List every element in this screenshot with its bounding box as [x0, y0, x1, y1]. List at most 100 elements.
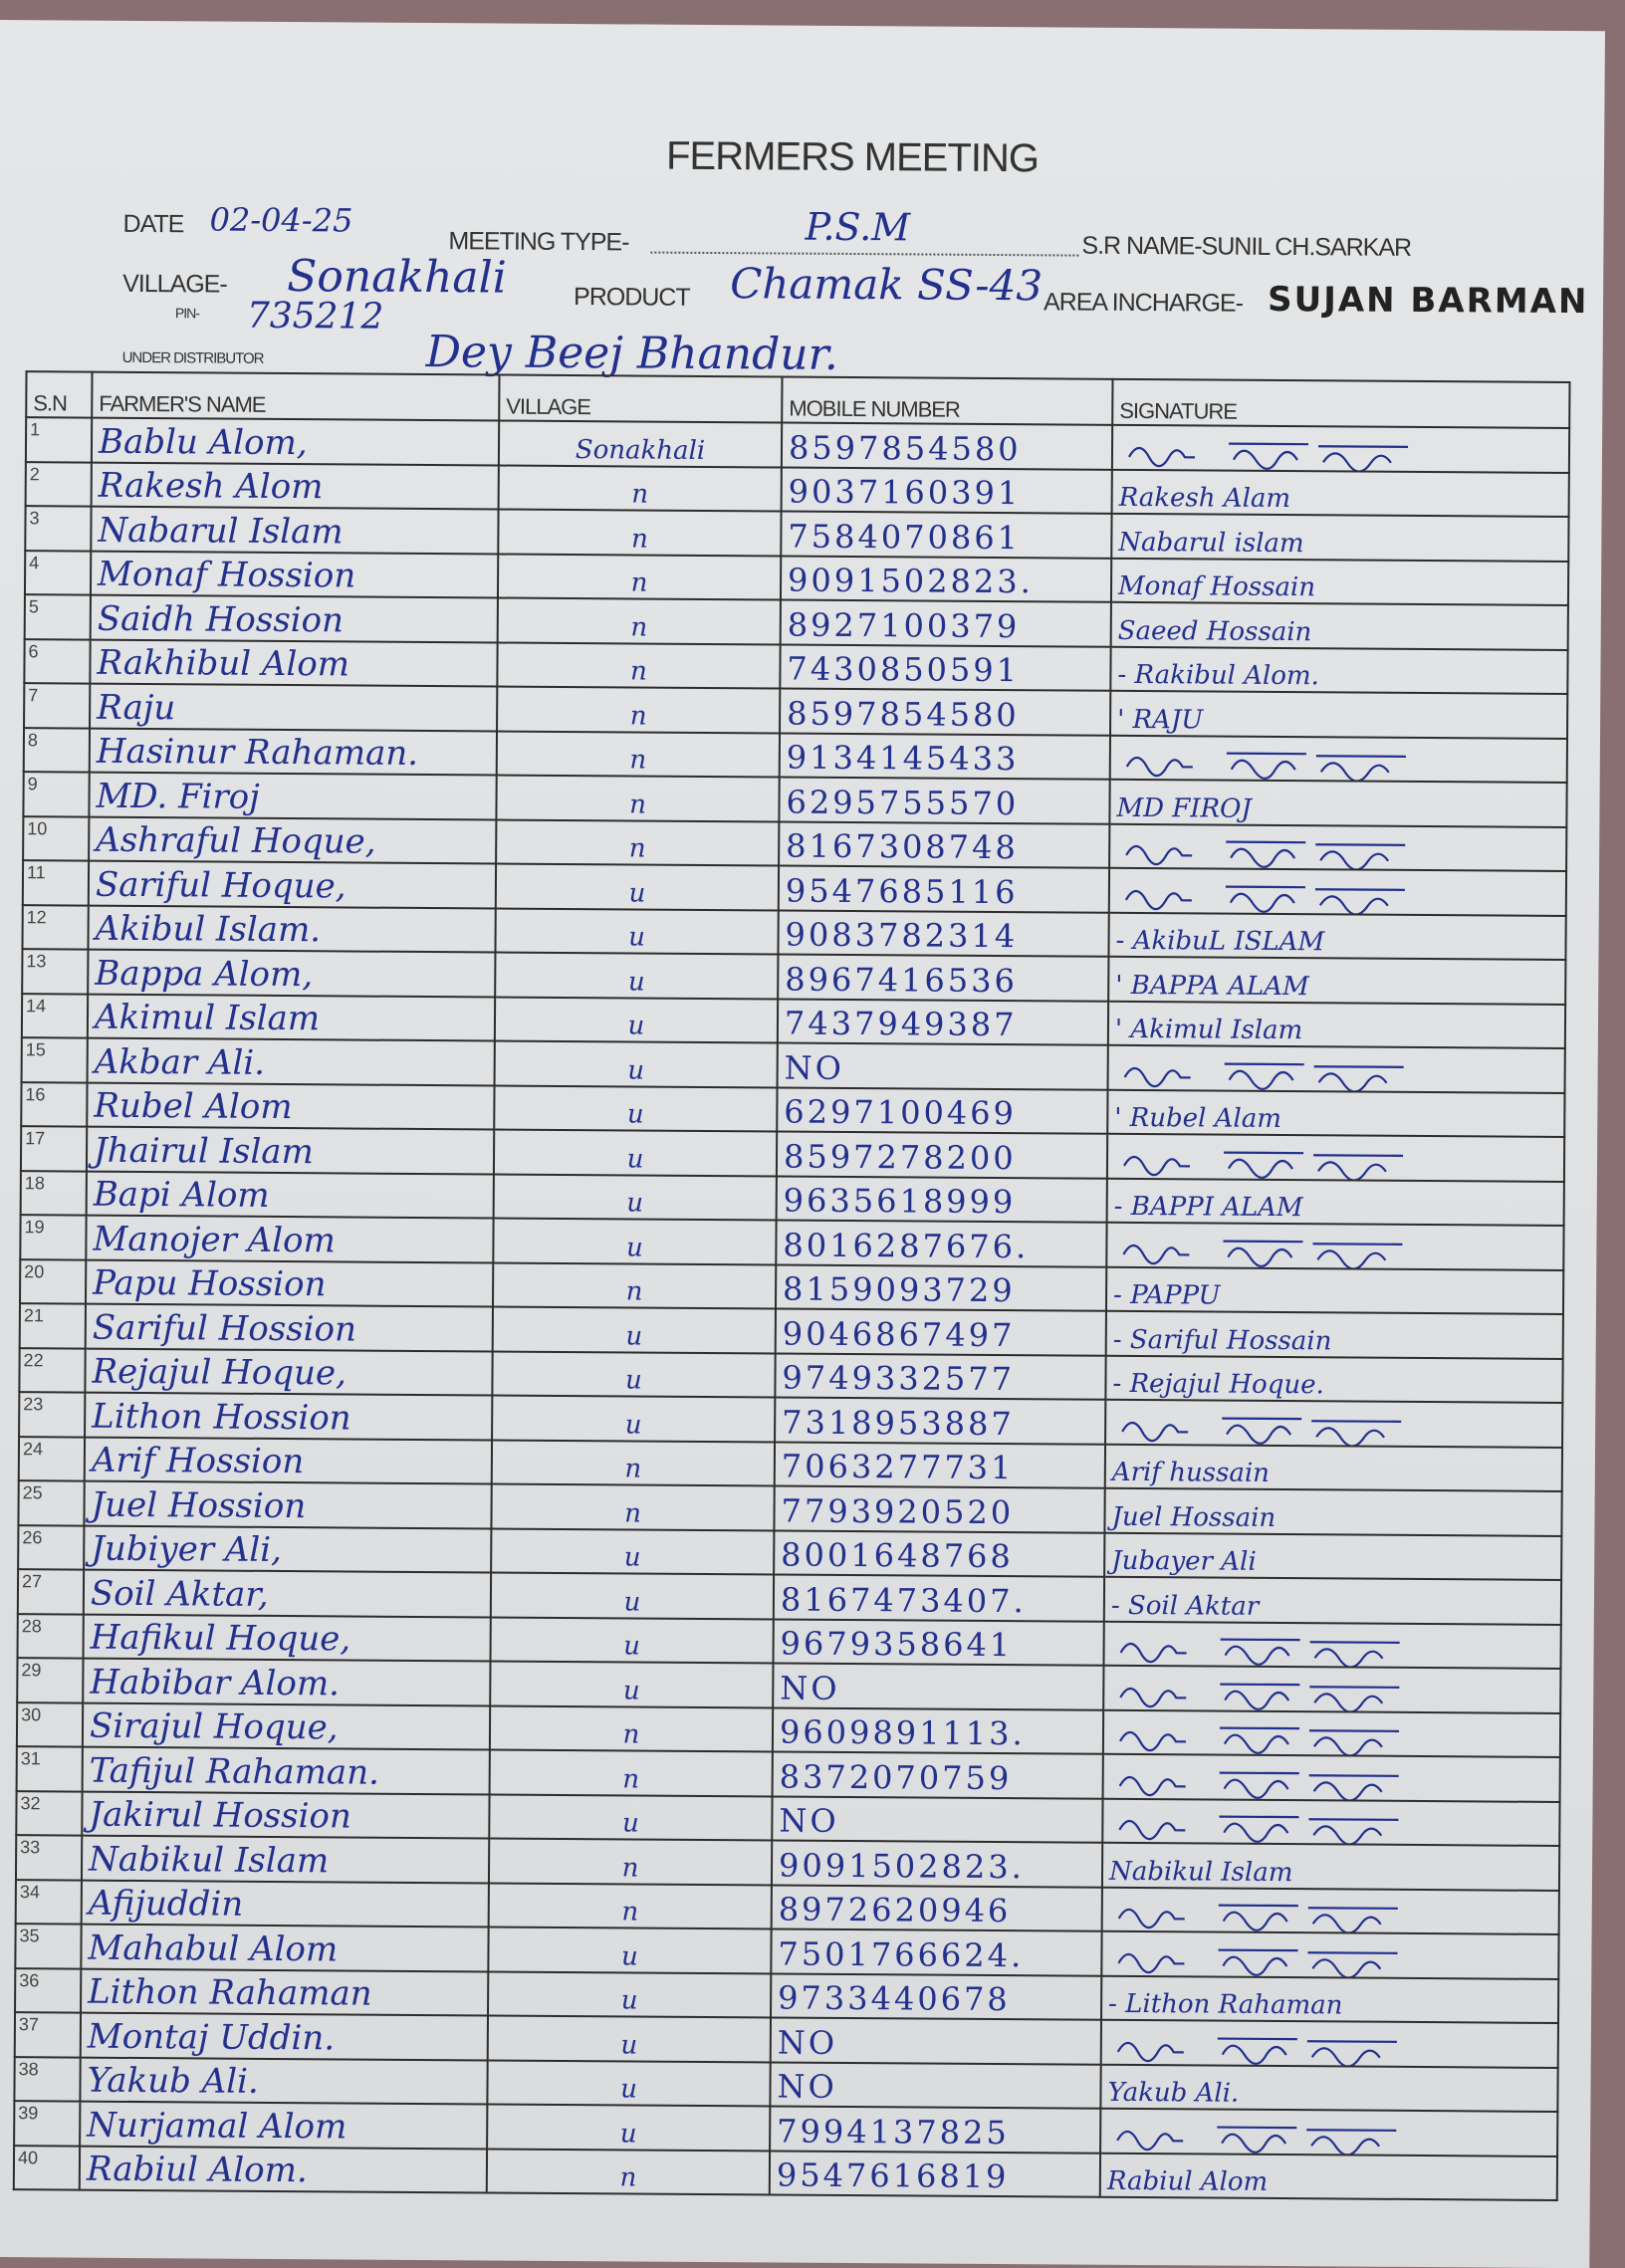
mobile-number: 9091502823. [780, 555, 1112, 602]
signature-cell: Juel Hossain [1104, 1487, 1562, 1536]
village-cell: u [495, 952, 779, 999]
table-row: 23 Lithon Hossion u 7318953887 [19, 1392, 1563, 1448]
mobile-number: 8597854580 [780, 688, 1111, 736]
farmer-name: Hafikul Hoque, [83, 1614, 491, 1662]
mobile-number: 9635618999 [776, 1175, 1107, 1223]
farmer-name: Sariful Hossion [85, 1303, 493, 1351]
handwritten-signature [1128, 442, 1409, 471]
signature-cell: ' RAJU [1110, 690, 1568, 739]
table-row: 19 Manojer Alom u 8016287676. [20, 1215, 1564, 1270]
village-cell: n [489, 1704, 774, 1752]
handwritten-signature [1116, 2036, 1397, 2066]
distributor-value: Dey Beej Bhandur. [425, 326, 838, 380]
village-cell: u [487, 2059, 771, 2107]
village-cell: u [487, 2104, 771, 2151]
village-cell: u [490, 1572, 775, 1619]
farmer-name: Jhairul Islam [86, 1126, 495, 1174]
signature-cell: - AkibuL ISLAM [1108, 912, 1566, 961]
product-label: PRODUCT [573, 283, 690, 312]
mobile-number: NO [770, 2061, 1101, 2109]
serial-number: 1 [25, 417, 93, 463]
date-label: DATE [122, 209, 184, 239]
serial-number: 4 [24, 550, 92, 595]
signature-cell: - Soil Aktar [1103, 1576, 1562, 1625]
village-cell: n [498, 509, 782, 556]
signature-cell [1102, 1753, 1560, 1802]
farmer-name: Sirajul Hoque, [82, 1702, 491, 1750]
signature-cell: Jubayer Ali [1104, 1532, 1562, 1580]
serial-number: 20 [20, 1258, 87, 1304]
signature-cell: ' Akimul Islam [1107, 1001, 1566, 1048]
mobile-number: 8372070759 [772, 1751, 1103, 1799]
mobile-number: 8967416536 [778, 954, 1109, 1002]
serial-number: 12 [22, 904, 89, 950]
village-cell: n [488, 1838, 773, 1885]
mobile-number: 7994137825 [770, 2106, 1101, 2154]
serial-number: 14 [21, 993, 89, 1038]
serial-number: 22 [19, 1347, 86, 1393]
mobile-number: 8167473407. [773, 1574, 1105, 1622]
village-cell: u [490, 1661, 774, 1707]
mobile-number: 9046867497 [775, 1308, 1106, 1356]
signature-cell: MD FIROJ [1109, 779, 1567, 827]
signature-cell: Saeed Hossain [1110, 601, 1568, 650]
mobile-number: 9609891113. [772, 1706, 1104, 1754]
table-row: 32 Jakirul Hossion u NO [16, 1790, 1560, 1846]
signature-cell: Yakub Ali. [1100, 2064, 1558, 2112]
column-header-village: VILLAGE [499, 374, 783, 423]
serial-number: 16 [21, 1081, 88, 1127]
signature-cell [1107, 1044, 1565, 1093]
farmer-name: Saidh Hossion [90, 594, 498, 643]
signature-cell: Rabiul Alom [1099, 2153, 1558, 2200]
signature-cell [1102, 1798, 1560, 1846]
village-cell: u [494, 996, 779, 1043]
serial-number: 9 [23, 772, 90, 817]
mobile-number: 7793920520 [774, 1485, 1105, 1533]
farmer-name: Montaj Uddin. [80, 2012, 489, 2060]
serial-number: 31 [16, 1746, 83, 1792]
table-row: 34 Afijuddin n 8972620946 [15, 1879, 1559, 1934]
serial-number: 30 [16, 1701, 84, 1747]
serial-number: 38 [14, 2056, 81, 2102]
area-incharge-value: SUJAN BARMAN [1267, 279, 1589, 323]
farmer-name: Akimul Islam [87, 994, 496, 1041]
village-cell: n [498, 465, 782, 512]
serial-number: 13 [22, 949, 89, 995]
farmer-name: Rejajul Hoque, [85, 1348, 493, 1396]
serial-number: 36 [15, 1967, 82, 2013]
serial-number: 21 [19, 1303, 86, 1349]
signature-cell [1101, 1887, 1559, 1934]
farmer-name: Bappa Alom, [88, 949, 496, 997]
page-title: FERMERS MEETING [665, 133, 1040, 181]
signature-cell: Nabarul islam [1111, 513, 1569, 562]
handwritten-signature [1116, 2125, 1397, 2155]
village-cell: u [493, 1173, 777, 1221]
handwritten-signature [1118, 1726, 1400, 1756]
serial-number: 37 [14, 2012, 82, 2058]
farmer-name: Bablu Alom, [91, 417, 500, 466]
mobile-number: NO [777, 1042, 1108, 1090]
date-value: 02-04-25 [209, 200, 353, 240]
mobile-number: 9547616819 [769, 2150, 1101, 2197]
column-header-mobile: MOBILE NUMBER [782, 376, 1113, 425]
handwritten-signature [1123, 1062, 1404, 1091]
signature-cell: - Lithon Rahaman [1101, 1975, 1559, 2023]
village-cell: n [488, 1882, 772, 1929]
farmer-name: Nabarul Islam [91, 506, 499, 555]
handwritten-signature [1125, 752, 1406, 782]
table-row: 37 Montaj Uddin. u NO [14, 2012, 1558, 2068]
farmer-name: Bapi Alom [86, 1171, 494, 1219]
farmer-name: Jakirul Hossion [82, 1791, 490, 1839]
serial-number: 35 [15, 1924, 82, 1969]
village-cell: u [492, 1350, 776, 1398]
table-row: 11 Sariful Hoque, u 9547685116 [22, 860, 1567, 916]
signature-cell [1109, 735, 1568, 784]
signature-cell [1103, 1621, 1561, 1669]
signature-cell: Rakesh Alam [1111, 469, 1569, 518]
village-cell: u [494, 1084, 778, 1132]
mobile-number: 9134145433 [779, 732, 1111, 780]
serial-number: 33 [15, 1835, 83, 1881]
village-cell: n [489, 1749, 773, 1796]
signature-cell: Arif hussain [1104, 1444, 1563, 1491]
signature-cell: Monaf Hossain [1110, 558, 1569, 606]
